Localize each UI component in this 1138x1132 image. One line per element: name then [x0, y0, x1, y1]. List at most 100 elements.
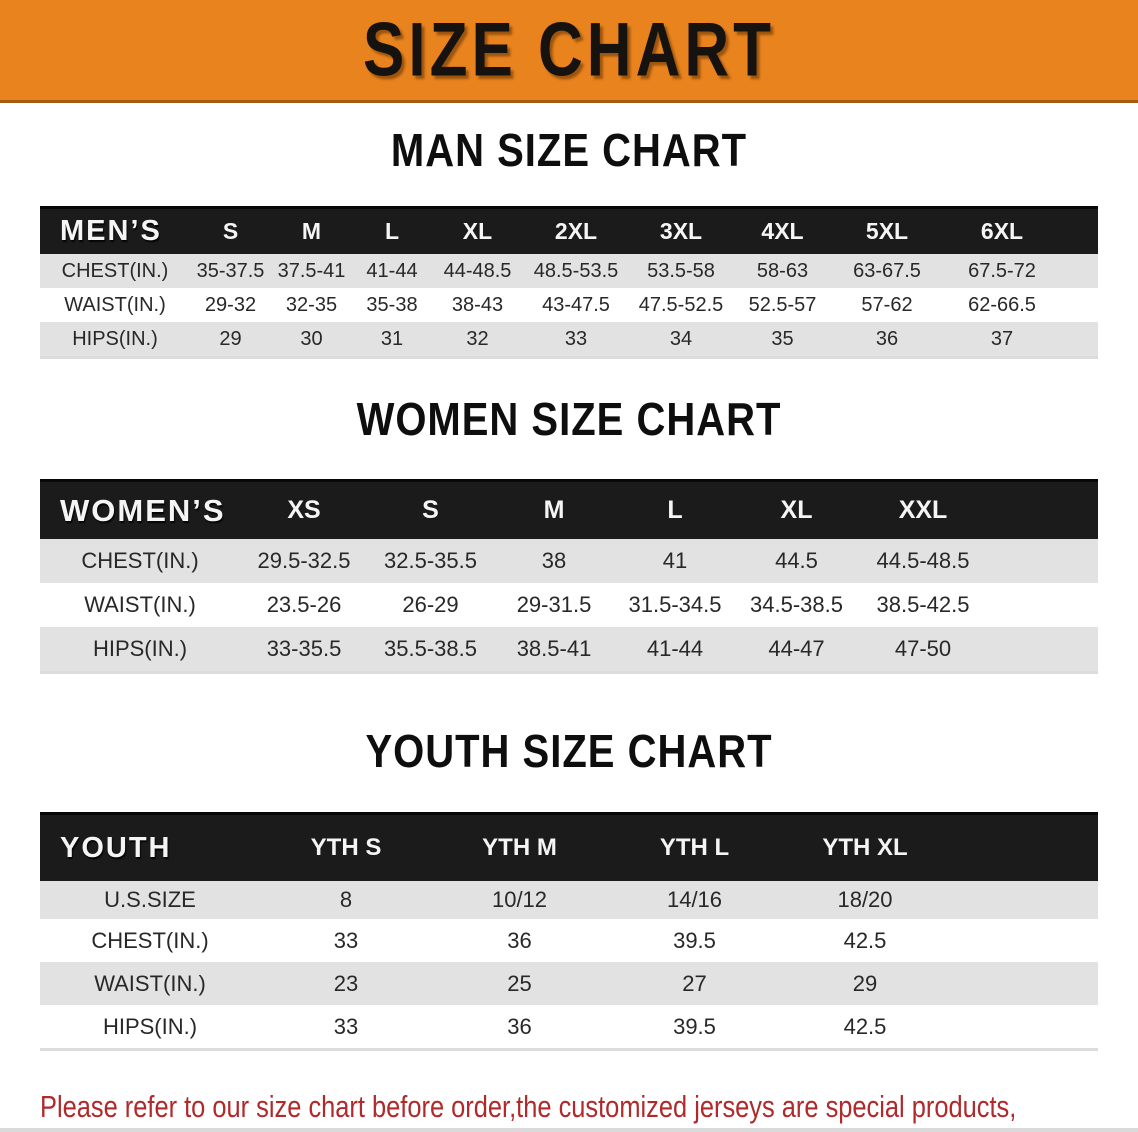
- womens-size-table: WOMEN’S XS S M L XL XXL CHEST(IN.) 29.5-…: [40, 479, 1098, 674]
- size-value: 57-62: [861, 293, 913, 316]
- womens-chest-row: CHEST(IN.) 29.5-32.5 32.5-35.5 38 41 44.…: [40, 539, 1098, 583]
- mens-size-col: XL: [462, 218, 493, 244]
- size-value: 27: [682, 970, 707, 996]
- size-value: 18/20: [837, 887, 893, 912]
- size-value: 33: [333, 1013, 359, 1039]
- row-label: CHEST(IN.): [81, 548, 199, 573]
- mens-size-col: 5XL: [865, 218, 909, 244]
- size-value: 38: [541, 548, 567, 573]
- women-heading-text: WOMEN SIZE CHART: [356, 394, 782, 446]
- size-value: 62-66.5: [968, 293, 1036, 316]
- banner-title: SIZE CHART: [363, 7, 775, 93]
- size-value: 33: [333, 927, 359, 953]
- youth-chest-row: CHEST(IN.) 33 36 39.5 42.5: [40, 919, 1098, 962]
- size-value: 33-35.5: [266, 636, 342, 661]
- size-value: 26-29: [402, 592, 459, 617]
- size-value: 32: [466, 327, 489, 350]
- youth-size-col: YTH S: [310, 834, 382, 861]
- mens-size-col: 6XL: [980, 218, 1024, 244]
- size-value: 47.5-52.5: [638, 293, 724, 316]
- size-value: 8: [339, 887, 353, 912]
- size-value: 41-44: [646, 636, 704, 661]
- size-value: 29: [852, 970, 878, 996]
- size-value: 10/12: [491, 887, 548, 912]
- womens-size-col: M: [543, 496, 565, 524]
- mens-hips-row: HIPS(IN.) 29 30 31 32 33 34 35 36 37: [40, 322, 1098, 358]
- size-value: 44.5: [775, 548, 818, 573]
- size-value: 31.5-34.5: [628, 592, 722, 617]
- youth-hips-row: HIPS(IN.) 33 36 39.5 42.5: [40, 1005, 1098, 1050]
- womens-size-col: S: [422, 496, 439, 524]
- size-value: 37: [990, 327, 1014, 350]
- size-value: 48.5-53.5: [533, 259, 619, 282]
- womens-size-col: L: [667, 496, 683, 524]
- youth-header-row: YOUTH YTH S YTH M YTH L YTH XL: [40, 813, 1098, 881]
- row-label: CHEST(IN.): [91, 927, 209, 953]
- size-chart-banner: SIZE CHART: [0, 0, 1138, 103]
- mens-size-col: L: [384, 218, 400, 244]
- size-value: 36: [507, 927, 532, 953]
- size-value: 29: [219, 327, 242, 350]
- size-value: 47-50: [894, 636, 952, 661]
- size-value: 63-67.5: [853, 259, 921, 282]
- size-value: 44-48.5: [443, 259, 512, 282]
- size-value: 32-35: [285, 293, 338, 316]
- row-label: WAIST(IN.): [94, 970, 206, 996]
- youth-heading-text: YOUTH SIZE CHART: [365, 726, 773, 778]
- youth-size-col: YTH M: [482, 834, 557, 861]
- mens-size-col: 3XL: [659, 218, 703, 244]
- womens-group-label: WOMEN’S: [60, 492, 226, 528]
- disclaimer: Please refer to our size chart before or…: [40, 1083, 1138, 1128]
- mens-size-table: MEN’S S M L XL 2XL 3XL 4XL 5XL 6XL CHEST…: [40, 206, 1098, 359]
- size-value: 23: [333, 970, 359, 996]
- mens-chest-row: CHEST(IN.) 35-37.5 37.5-41 41-44 44-48.5…: [40, 254, 1098, 288]
- row-label: HIPS(IN.): [72, 327, 158, 350]
- size-value: 35-38: [366, 293, 418, 316]
- mens-size-col: S: [222, 218, 239, 244]
- youth-size-table: YOUTH YTH S YTH M YTH L YTH XL U.S.SIZE …: [40, 812, 1098, 1051]
- men-heading-text: MAN SIZE CHART: [390, 125, 748, 177]
- row-label: HIPS(IN.): [92, 636, 188, 661]
- mens-group-label: MEN’S: [60, 215, 162, 247]
- size-value: 30: [300, 327, 323, 350]
- womens-header-row: WOMEN’S XS S M L XL XXL: [40, 480, 1098, 539]
- size-value: 35.5-38.5: [384, 636, 477, 661]
- men-section-heading: MAN SIZE CHART: [0, 125, 1138, 183]
- size-value: 32.5-35.5: [384, 548, 477, 573]
- size-value: 53.5-58: [647, 259, 715, 282]
- youth-section-heading: YOUTH SIZE CHART: [0, 726, 1138, 784]
- size-value: 29-31.5: [516, 592, 592, 617]
- row-label: WAIST(IN.): [84, 592, 196, 617]
- mens-size-col: M: [301, 218, 322, 244]
- size-value: 39.5: [673, 1013, 716, 1039]
- size-value: 41-44: [366, 259, 418, 282]
- size-value: 25: [507, 970, 532, 996]
- youth-ussize-row: U.S.SIZE 8 10/12 14/16 18/20: [40, 881, 1098, 919]
- size-value: 23.5-26: [266, 592, 342, 617]
- womens-size-col: XL: [780, 496, 813, 524]
- youth-waist-row: WAIST(IN.) 23 25 27 29: [40, 962, 1098, 1005]
- mens-waist-row: WAIST(IN.) 29-32 32-35 35-38 38-43 43-47…: [40, 288, 1098, 322]
- size-value: 34: [669, 327, 693, 350]
- size-value: 44-47: [768, 636, 825, 661]
- size-value: 33: [564, 327, 588, 350]
- mens-size-col: 2XL: [554, 218, 598, 244]
- size-value: 58-63: [756, 259, 809, 282]
- mens-size-col: 4XL: [761, 218, 804, 244]
- size-value: 44.5-48.5: [876, 548, 970, 573]
- womens-size-col: XS: [287, 496, 321, 524]
- youth-group-label: YOUTH: [60, 831, 172, 864]
- size-value: 52.5-57: [748, 293, 817, 316]
- mens-header-row: MEN’S S M L XL 2XL 3XL 4XL 5XL 6XL: [40, 207, 1098, 254]
- size-value: 38-43: [451, 293, 504, 316]
- row-label: CHEST(IN.): [61, 259, 169, 282]
- youth-size-col: YTH L: [659, 834, 730, 861]
- womens-size-col: XXL: [898, 496, 948, 524]
- size-value: 42.5: [843, 927, 887, 953]
- size-value: 36: [875, 327, 899, 350]
- size-value: 43-47.5: [542, 293, 610, 316]
- womens-hips-row: HIPS(IN.) 33-35.5 35.5-38.5 38.5-41 41-4…: [40, 627, 1098, 673]
- size-value: 67.5-72: [968, 259, 1036, 282]
- size-value: 42.5: [843, 1013, 887, 1039]
